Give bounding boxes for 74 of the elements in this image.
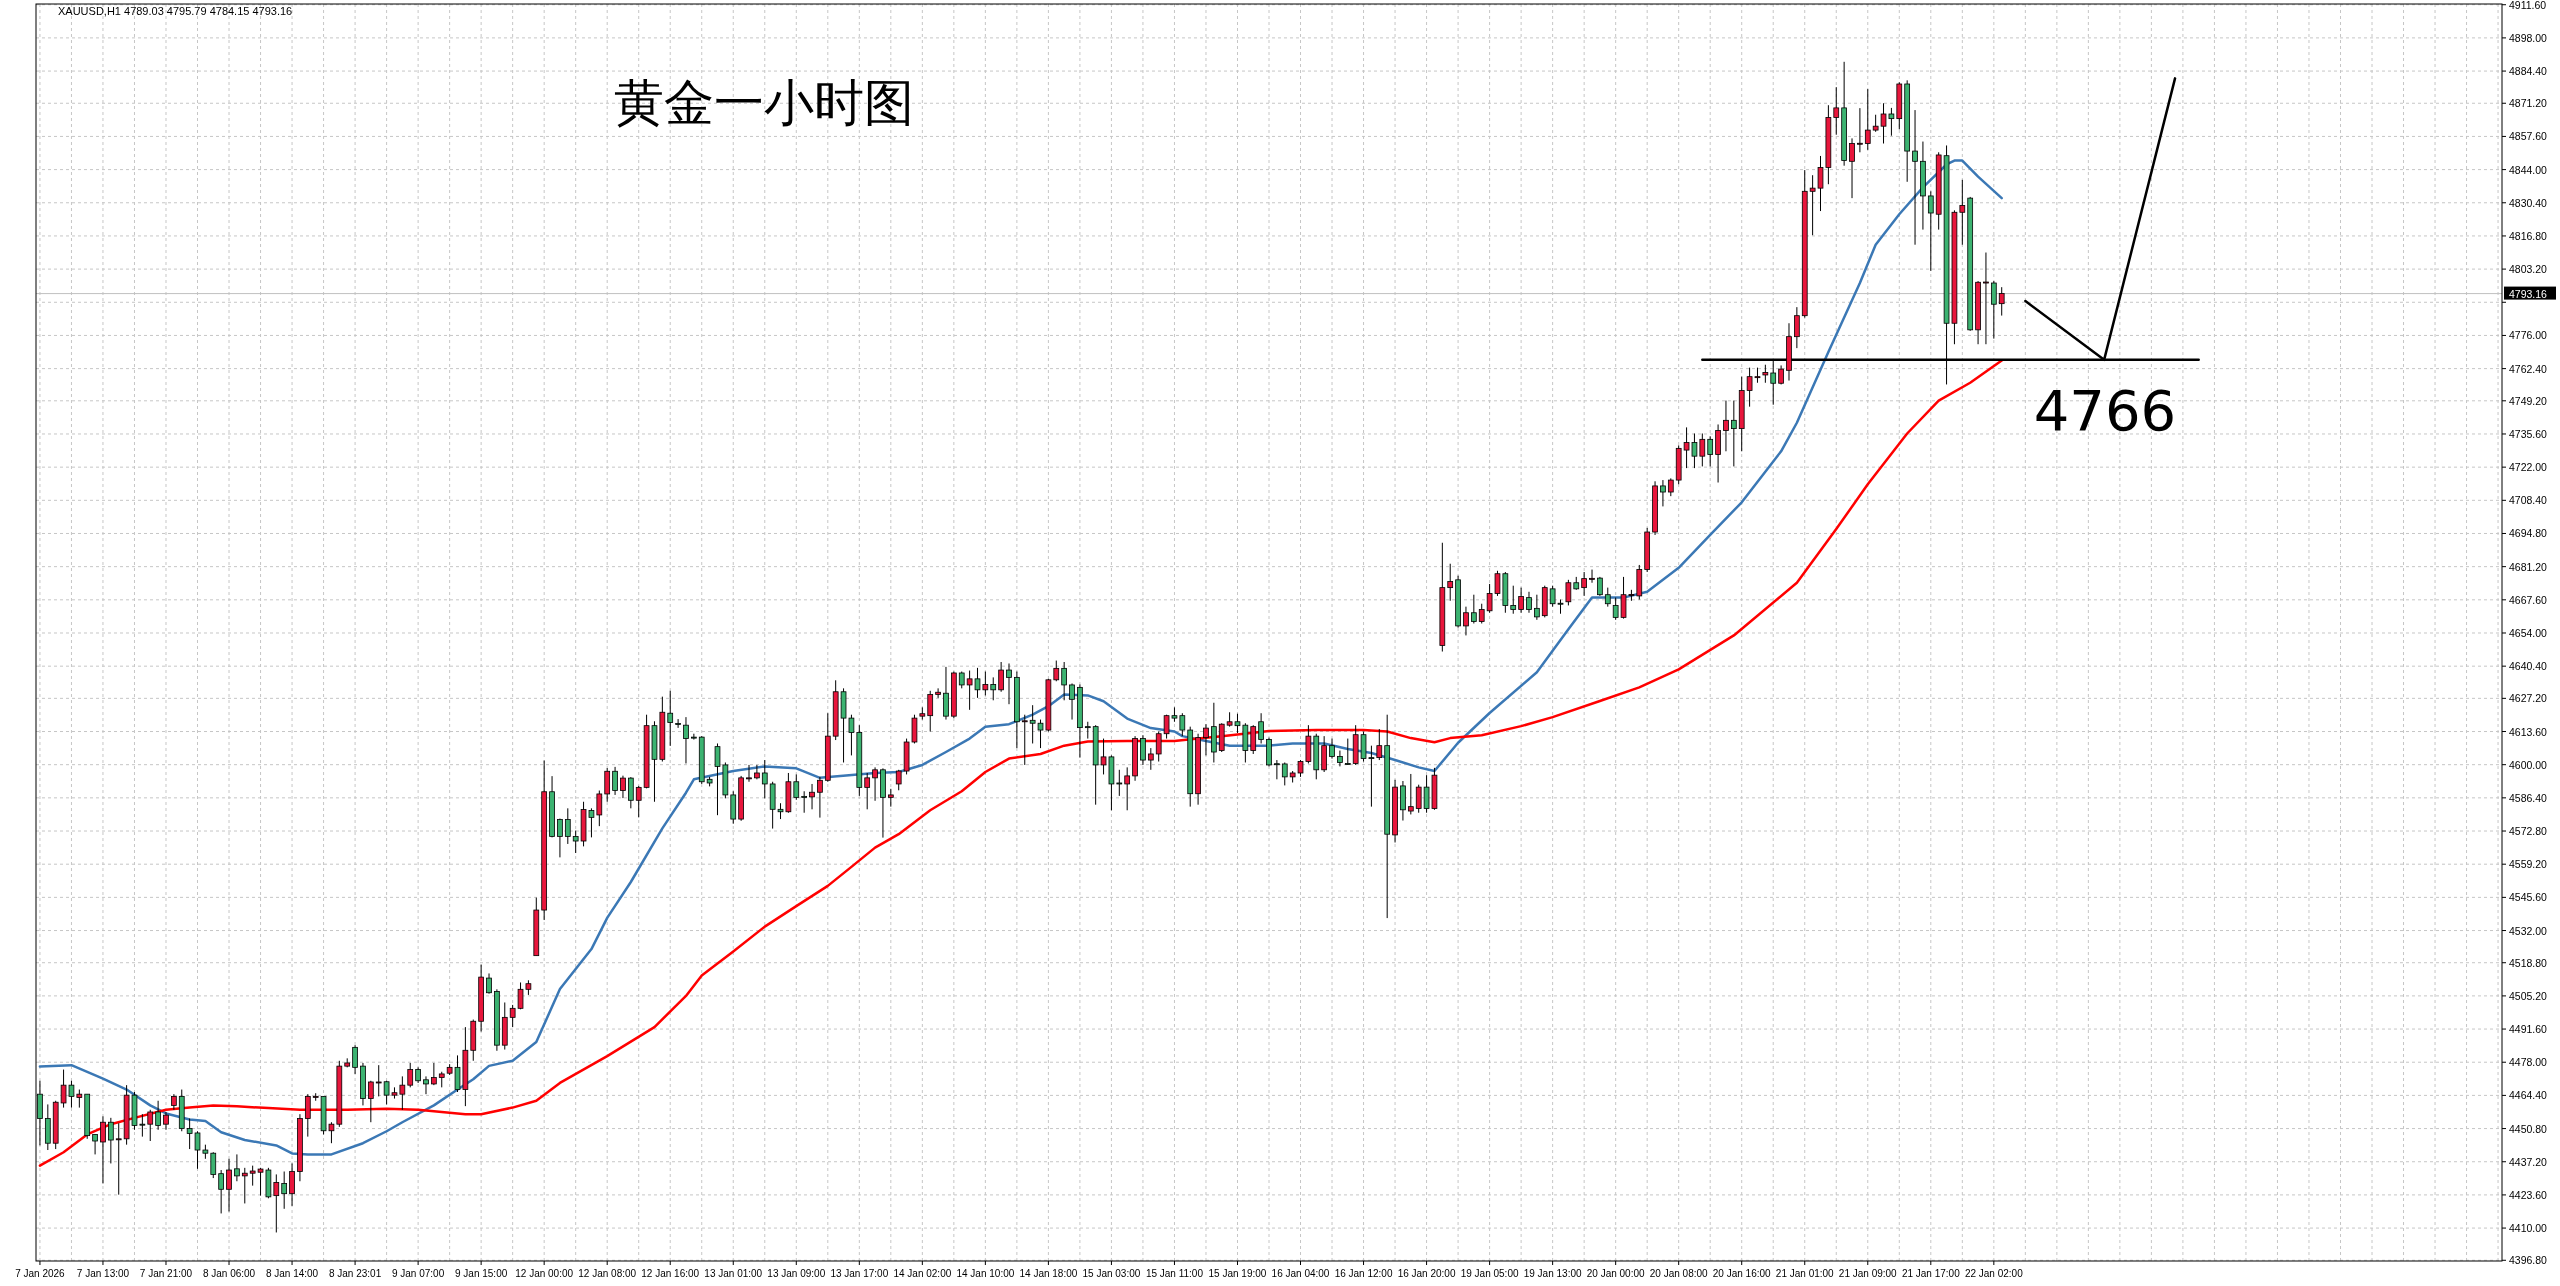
y-tick-label: 4586.40 <box>2509 791 2547 804</box>
y-tick-label: 4396.80 <box>2509 1254 2547 1267</box>
x-tick-label: 8 Jan 14:00 <box>265 1268 319 1279</box>
y-tick-label: 4911.60 <box>2509 0 2547 11</box>
y-tick-label: 4491.60 <box>2509 1023 2547 1036</box>
y-tick-label: 4613.60 <box>2509 725 2547 738</box>
x-tick-label: 20 Jan 00:00 <box>1586 1268 1645 1279</box>
y-tick-label: 4694.80 <box>2509 527 2547 540</box>
y-tick-label: 4478.00 <box>2509 1056 2547 1069</box>
y-tick-label: 4627.20 <box>2509 692 2547 705</box>
x-tick-label: 7 Jan 21:00 <box>139 1268 193 1279</box>
y-tick-label: 4871.20 <box>2509 97 2547 110</box>
y-tick-label: 4559.20 <box>2509 858 2547 871</box>
x-tick-label: 7 Jan 13:00 <box>76 1268 130 1279</box>
y-tick-label: 4803.20 <box>2509 263 2547 276</box>
x-tick-label: 14 Jan 10:00 <box>956 1268 1015 1279</box>
x-tick-label: 16 Jan 20:00 <box>1397 1268 1456 1279</box>
y-tick-label: 4816.80 <box>2509 229 2547 242</box>
x-tick-label: 13 Jan 09:00 <box>767 1268 826 1279</box>
x-tick-label: 22 Jan 02:00 <box>1964 1268 2023 1279</box>
y-tick-label: 4762.40 <box>2509 362 2547 375</box>
x-tick-label: 14 Jan 18:00 <box>1019 1268 1078 1279</box>
y-tick-label: 4423.60 <box>2509 1188 2547 1201</box>
annotation: 4766 <box>2033 377 2177 443</box>
x-tick-label: 15 Jan 19:00 <box>1208 1268 1267 1279</box>
x-tick-label: 8 Jan 06:00 <box>202 1268 256 1279</box>
y-tick-label: 4518.80 <box>2509 956 2547 969</box>
x-tick-label: 12 Jan 00:00 <box>515 1268 574 1279</box>
x-tick-label: 15 Jan 11:00 <box>1145 1268 1203 1279</box>
x-tick-label: 21 Jan 09:00 <box>1838 1268 1897 1279</box>
title: 黄金一小时图 <box>614 74 914 132</box>
y-tick-label: 4776.00 <box>2509 329 2547 342</box>
x-tick-label: 12 Jan 16:00 <box>641 1268 700 1279</box>
x-tick-label: 19 Jan 13:00 <box>1523 1268 1582 1279</box>
y-tick-label: 4450.80 <box>2509 1122 2547 1135</box>
y-tick-label: 4505.20 <box>2509 989 2547 1002</box>
y-tick-label: 4545.60 <box>2509 891 2547 904</box>
y-tick-label: 4410.00 <box>2509 1222 2547 1235</box>
y-tick-label: 4654.00 <box>2509 627 2547 639</box>
y-tick-label: 4735.60 <box>2509 427 2547 440</box>
y-tick-label: 4572.80 <box>2509 825 2547 838</box>
x-tick-label: 15 Jan 03:00 <box>1082 1268 1141 1279</box>
y-tick-label: 4667.60 <box>2509 593 2547 606</box>
x-tick-label: 16 Jan 12:00 <box>1334 1268 1393 1279</box>
x-tick-label: 20 Jan 08:00 <box>1649 1268 1708 1279</box>
ref-line-label: 4793.16 <box>2509 287 2548 300</box>
y-tick-label: 4898.00 <box>2509 31 2547 44</box>
x-tick-label: 8 Jan 23:01 <box>328 1268 382 1279</box>
x-tick-label: 20 Jan 16:00 <box>1712 1268 1771 1279</box>
y-tick-label: 4857.60 <box>2509 130 2547 143</box>
y-tick-label: 4532.00 <box>2509 924 2547 937</box>
x-tick-label: 13 Jan 01:00 <box>704 1268 763 1279</box>
y-tick-label: 4681.20 <box>2509 560 2547 573</box>
y-tick-label: 4708.40 <box>2509 494 2547 507</box>
x-tick-label: 7 Jan 2026 <box>15 1268 65 1279</box>
y-tick-label: 4600.00 <box>2509 758 2547 771</box>
x-tick-label: 14 Jan 02:00 <box>893 1268 952 1279</box>
x-tick-label: 13 Jan 17:00 <box>830 1268 889 1279</box>
y-tick-label: 4722.00 <box>2509 461 2547 474</box>
x-tick-label: 21 Jan 17:00 <box>1901 1268 1960 1279</box>
subtitle: XAUUSD,H1 4789.03 4795.79 4784.15 4793.16 <box>58 5 293 17</box>
y-tick-label: 4844.00 <box>2509 163 2547 176</box>
x-tick-label: 16 Jan 04:00 <box>1271 1268 1330 1279</box>
x-tick-label: 19 Jan 05:00 <box>1460 1268 1519 1279</box>
x-tick-label: 21 Jan 01:00 <box>1775 1268 1834 1279</box>
y-tick-label: 4640.40 <box>2509 660 2547 673</box>
y-tick-label: 4437.20 <box>2509 1155 2547 1168</box>
x-tick-label: 12 Jan 08:00 <box>578 1268 637 1279</box>
x-tick-label: 9 Jan 15:00 <box>455 1268 508 1279</box>
x-tick-label: 9 Jan 07:00 <box>392 1268 445 1279</box>
y-tick-label: 4749.20 <box>2509 394 2547 407</box>
y-tick-label: 4830.40 <box>2509 196 2547 209</box>
y-tick-label: 4464.40 <box>2509 1089 2547 1102</box>
y-tick-label: 4884.40 <box>2509 65 2547 78</box>
